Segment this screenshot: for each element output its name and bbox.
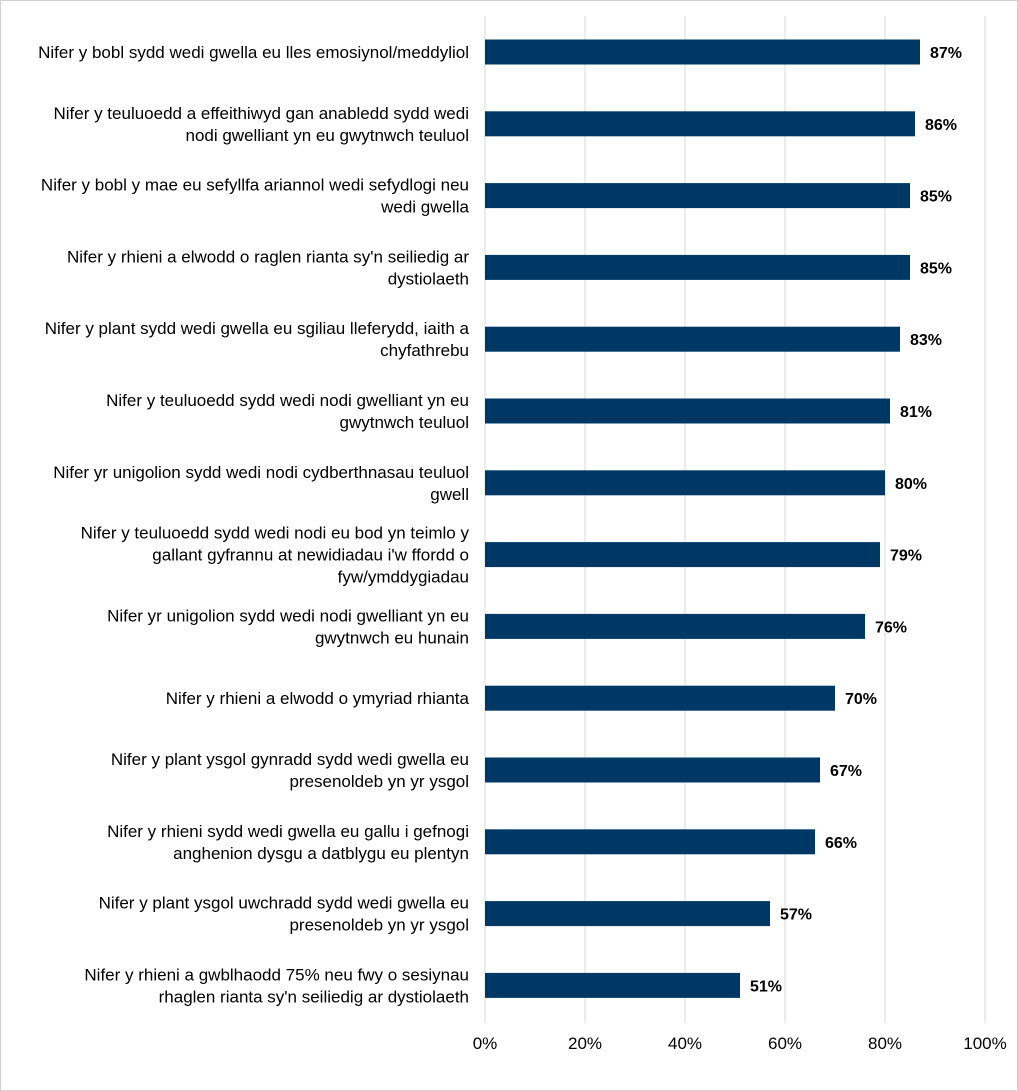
value-label-4: 83%: [910, 332, 942, 349]
category-label-1: Nifer y teuluoedd a effeithiwyd gan anab…: [53, 104, 469, 145]
category-label-11-line-0: Nifer y rhieni sydd wedi gwella eu gallu…: [107, 822, 469, 841]
category-label-6-line-1: gwell: [430, 485, 469, 504]
category-label-8: Nifer yr unigolion sydd wedi nodi gwelli…: [107, 606, 469, 647]
category-label-10-line-0: Nifer y plant ysgol gynradd sydd wedi gw…: [111, 750, 469, 769]
bar-2: [485, 183, 910, 209]
bar-13: [485, 972, 740, 998]
category-labels: Nifer y bobl sydd wedi gwella eu lles em…: [38, 43, 469, 1006]
value-label-12: 57%: [780, 907, 812, 924]
bar-10: [485, 757, 820, 783]
value-label-3: 85%: [920, 260, 952, 277]
value-label-7: 79%: [890, 548, 922, 565]
value-label-0: 87%: [930, 45, 962, 62]
category-label-10: Nifer y plant ysgol gynradd sydd wedi gw…: [111, 750, 469, 791]
value-label-8: 76%: [875, 619, 907, 636]
category-label-13: Nifer y rhieni a gwblhaodd 75% neu fwy o…: [84, 965, 469, 1006]
category-label-9-line-0: Nifer y rhieni a elwodd o ymyriad rhiant…: [166, 689, 470, 708]
category-label-12-line-1: presenoldeb yn yr ysgol: [289, 916, 469, 935]
category-label-1-line-1: nodi gwelliant yn eu gwytnwch teuluol: [185, 126, 469, 145]
value-label-5: 81%: [900, 404, 932, 421]
category-label-7-line-0: Nifer y teuluoedd sydd wedi nodi eu bod …: [81, 524, 470, 543]
category-label-0: Nifer y bobl sydd wedi gwella eu lles em…: [38, 43, 469, 62]
category-label-10-line-1: presenoldeb yn yr ysgol: [289, 772, 469, 791]
bar-8: [485, 613, 865, 639]
bar-9: [485, 685, 835, 711]
value-label-9: 70%: [845, 691, 877, 708]
bar-5: [485, 398, 890, 424]
category-label-3-line-0: Nifer y rhieni a elwodd o raglen rianta …: [67, 247, 469, 266]
category-label-4: Nifer y plant sydd wedi gwella eu sgilia…: [45, 319, 470, 360]
x-tick-label-5: 100%: [963, 1034, 1006, 1053]
gridlines: [484, 16, 986, 1023]
category-label-7-line-1: gallant gyfrannu at newidiadau i'w fford…: [152, 546, 469, 565]
value-label-11: 66%: [825, 835, 857, 852]
bar-6: [485, 470, 885, 496]
category-label-0-line-0: Nifer y bobl sydd wedi gwella eu lles em…: [38, 43, 469, 62]
bar-12: [485, 901, 770, 927]
bar-0: [485, 39, 920, 65]
bar-7: [485, 542, 880, 568]
x-tick-label-2: 40%: [668, 1034, 702, 1053]
x-tick-label-3: 60%: [768, 1034, 802, 1053]
bar-1: [485, 111, 915, 137]
bar-4: [485, 326, 900, 352]
category-label-7: Nifer y teuluoedd sydd wedi nodi eu bod …: [81, 524, 470, 587]
category-label-6-line-0: Nifer yr unigolion sydd wedi nodi cydber…: [53, 463, 469, 482]
category-label-13-line-1: rhaglen rianta sy'n seiliedig ar dystiol…: [159, 987, 469, 1006]
category-label-5: Nifer y teuluoedd sydd wedi nodi gwellia…: [106, 391, 469, 432]
x-axis-ticks: 0% 20% 40% 60% 80% 100%: [473, 1034, 1007, 1053]
value-label-6: 80%: [895, 476, 927, 493]
category-label-1-line-0: Nifer y teuluoedd a effeithiwyd gan anab…: [53, 104, 469, 123]
bar-11: [485, 829, 815, 855]
category-label-8-line-0: Nifer yr unigolion sydd wedi nodi gwelli…: [107, 606, 469, 625]
category-label-13-line-0: Nifer y rhieni a gwblhaodd 75% neu fwy o…: [84, 965, 469, 984]
category-label-3: Nifer y rhieni a elwodd o raglen rianta …: [67, 247, 469, 288]
category-label-11: Nifer y rhieni sydd wedi gwella eu gallu…: [107, 822, 469, 863]
value-label-2: 85%: [920, 189, 952, 206]
category-label-11-line-1: anghenion dysgu a datblygu eu plentyn: [173, 844, 469, 863]
category-label-9: Nifer y rhieni a elwodd o ymyriad rhiant…: [166, 689, 470, 708]
category-label-2: Nifer y bobl y mae eu sefyllfa ariannol …: [41, 176, 470, 217]
category-label-12: Nifer y plant ysgol uwchradd sydd wedi g…: [99, 894, 469, 935]
category-label-5-line-0: Nifer y teuluoedd sydd wedi nodi gwellia…: [106, 391, 469, 410]
category-label-5-line-1: gwytnwch teuluol: [340, 413, 469, 432]
x-tick-label-4: 80%: [868, 1034, 902, 1053]
bar-3: [485, 254, 910, 280]
category-label-3-line-1: dystiolaeth: [388, 269, 469, 288]
value-label-13: 51%: [750, 978, 782, 995]
category-label-2-line-0: Nifer y bobl y mae eu sefyllfa ariannol …: [41, 176, 469, 195]
category-label-8-line-1: gwytnwch eu hunain: [315, 628, 469, 647]
value-labels: 87% 86% 85% 85% 83% 81% 80% 79% 76% 70% 67% 66% 57% 5…: [750, 45, 962, 995]
value-label-10: 67%: [830, 763, 862, 780]
category-label-4-line-0: Nifer y plant sydd wedi gwella eu sgilia…: [45, 319, 470, 338]
category-label-6: Nifer yr unigolion sydd wedi nodi cydber…: [53, 463, 469, 504]
x-tick-label-1: 20%: [568, 1034, 602, 1053]
bars: [485, 39, 920, 998]
value-label-1: 86%: [925, 117, 957, 134]
category-label-7-line-2: fyw/ymddygiadau: [338, 568, 469, 587]
x-tick-label-0: 0%: [473, 1034, 498, 1053]
category-label-2-line-1: wedi gwella: [380, 198, 469, 217]
category-label-12-line-0: Nifer y plant ysgol uwchradd sydd wedi g…: [99, 894, 469, 913]
category-label-4-line-1: chyfathrebu: [380, 341, 469, 360]
